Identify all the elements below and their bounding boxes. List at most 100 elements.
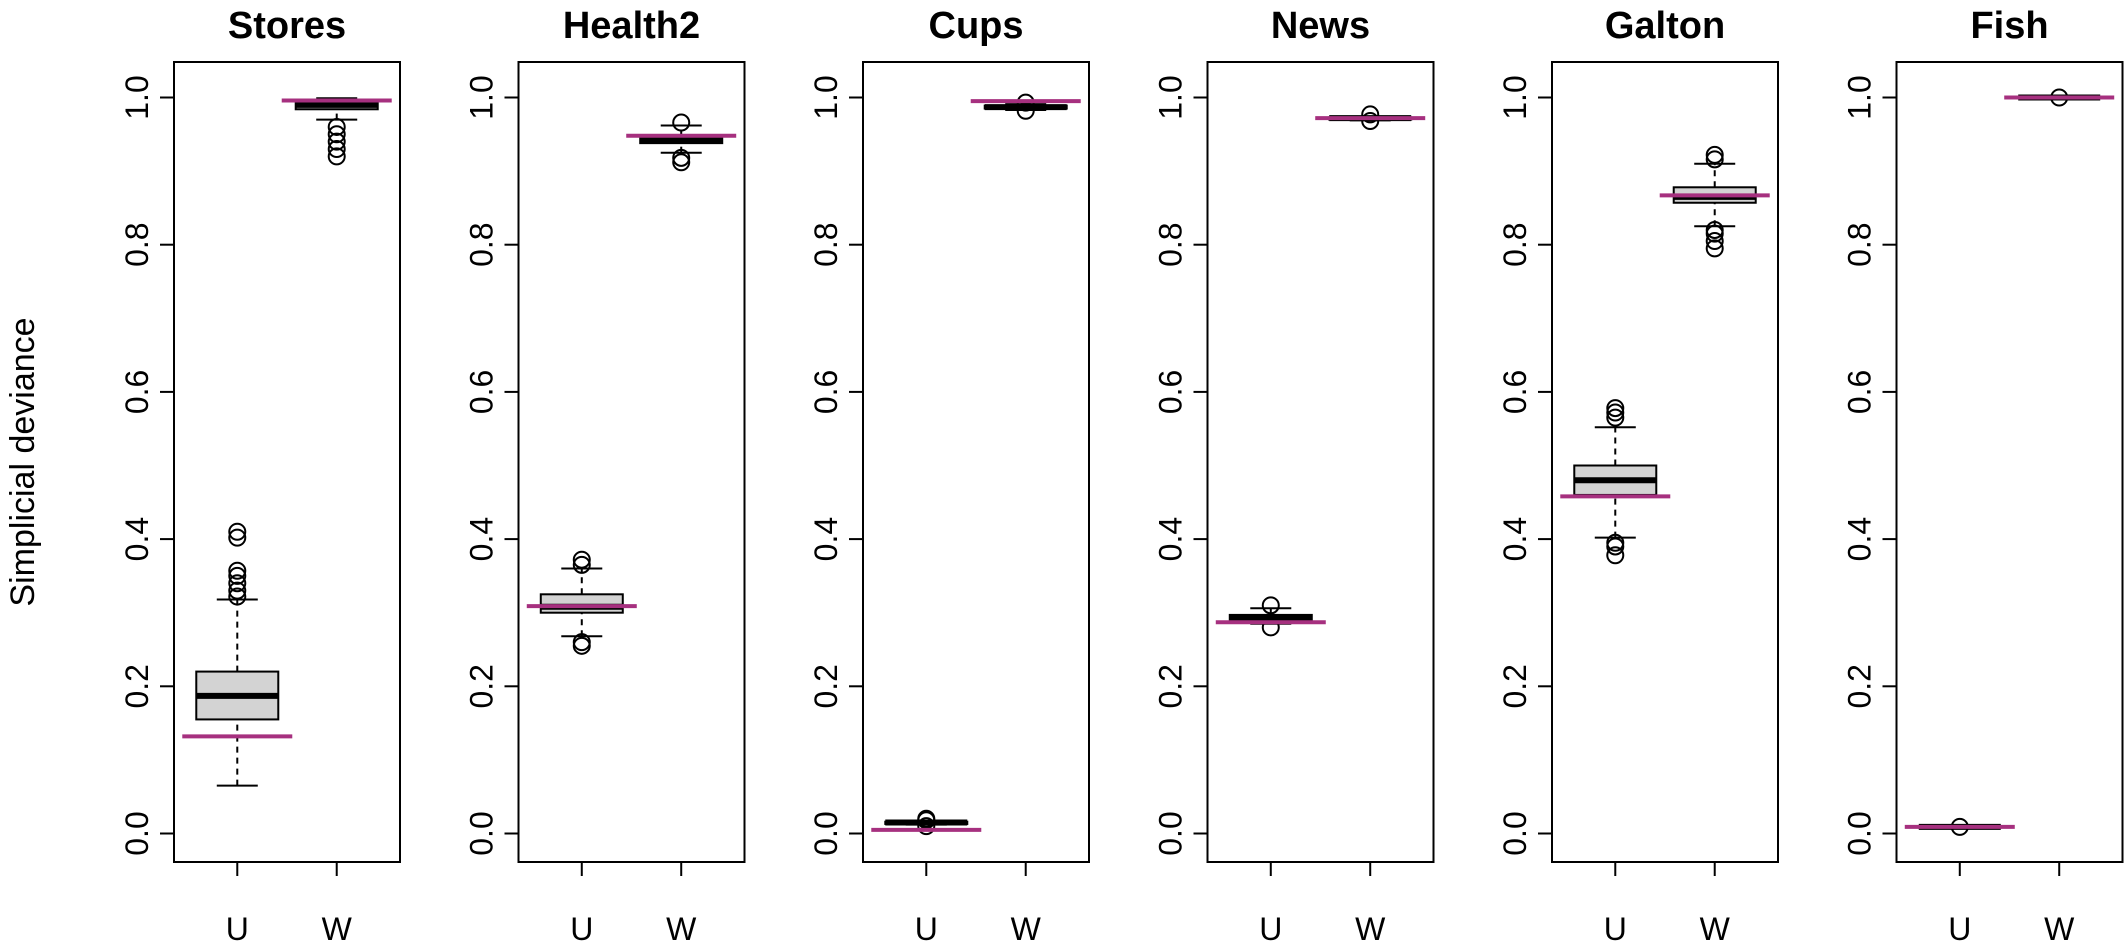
x-category-label: U: [915, 911, 938, 947]
panel-frame: [173, 61, 401, 863]
outlier-point: [327, 125, 346, 144]
panels-group: Stores 0.0 0.2 0.4 0.6 0.8 1.0 U W Health2 0.0 0.2 0…: [119, 5, 2124, 947]
x-category-label: W: [322, 911, 353, 947]
outlier-point: [1705, 220, 1724, 239]
panel-title: Stores: [228, 5, 346, 47]
x-category-label: W: [1355, 911, 1386, 947]
outlier-point: [572, 636, 591, 655]
outlier-point: [1261, 618, 1280, 637]
outlier-point: [228, 581, 247, 600]
y-tick-label: 0.8: [1842, 222, 1878, 266]
y-tick-label: 0.2: [808, 664, 844, 708]
y-tick-label: 0.2: [1153, 664, 1189, 708]
outlier-point: [1705, 145, 1724, 164]
y-tick-label: 1.0: [1153, 75, 1189, 119]
outlier-point: [1606, 546, 1625, 565]
y-tick-label: 0.4: [808, 517, 844, 561]
panel-title: Fish: [1970, 5, 2048, 47]
y-tick-label: 1.0: [464, 75, 500, 119]
y-tick-label: 0.2: [119, 664, 155, 708]
x-category-label: U: [570, 911, 593, 947]
outlier-point: [1261, 596, 1280, 615]
x-category-label: W: [666, 911, 697, 947]
y-tick-label: 0.0: [1153, 811, 1189, 855]
y-axis-label: Simplicial deviance: [4, 317, 42, 606]
outlier-point: [1705, 150, 1724, 169]
y-tick-label: 0.4: [1153, 517, 1189, 561]
box-w: [281, 97, 392, 166]
y-tick-label: 0.0: [1497, 811, 1533, 855]
outlier-point: [327, 147, 346, 166]
panel-stores: Stores 0.0 0.2 0.4 0.6 0.8 1.0 U W: [119, 5, 401, 947]
y-tick-label: 0.8: [464, 222, 500, 266]
box-u: [1215, 596, 1326, 637]
outlier-point: [1606, 408, 1625, 427]
y-tick-label: 0.8: [1497, 222, 1533, 266]
outlier-point: [1606, 403, 1625, 422]
outlier-point: [572, 550, 591, 569]
y-tick-label: 0.0: [1842, 811, 1878, 855]
panel-frame: [862, 61, 1090, 863]
y-tick-label: 0.8: [119, 222, 155, 266]
x-category-label: W: [1011, 911, 1042, 947]
panel-title: Cups: [929, 5, 1024, 47]
panel-galton: Galton 0.0 0.2 0.4 0.6 0.8 1.0 U W: [1497, 5, 1779, 947]
y-tick-label: 1.0: [1842, 75, 1878, 119]
outlier-point: [672, 113, 691, 132]
y-tick-label: 0.4: [119, 517, 155, 561]
box-w: [1659, 145, 1770, 258]
outlier-point: [1606, 399, 1625, 418]
x-category-label: U: [1259, 911, 1282, 947]
y-tick-label: 0.0: [808, 811, 844, 855]
box-w: [970, 93, 1081, 120]
y-tick-label: 0.2: [1842, 664, 1878, 708]
x-category-label: W: [1700, 911, 1731, 947]
panel-title: Health2: [563, 5, 700, 47]
outlier-point: [572, 555, 591, 574]
box-w: [626, 113, 737, 172]
box-u: [526, 550, 637, 655]
panel-title: Galton: [1605, 5, 1725, 47]
panel-frame: [517, 61, 746, 863]
y-tick-label: 0.6: [1153, 370, 1189, 414]
y-tick-label: 0.2: [1497, 664, 1533, 708]
y-tick-label: 0.6: [1842, 370, 1878, 414]
y-tick-label: 1.0: [119, 75, 155, 119]
outlier-point: [228, 574, 247, 593]
y-tick-label: 0.4: [1497, 517, 1533, 561]
outlier-point: [228, 587, 247, 606]
outlier-point: [1705, 239, 1724, 258]
box-w: [2004, 88, 2115, 107]
y-tick-label: 0.0: [464, 811, 500, 855]
panel-title: News: [1271, 5, 1370, 47]
box-u: [1904, 817, 2015, 836]
outlier-point: [228, 566, 247, 585]
y-tick-label: 0.4: [464, 517, 500, 561]
y-tick-label: 0.8: [1153, 222, 1189, 266]
y-tick-label: 0.0: [119, 811, 155, 855]
y-tick-label: 0.6: [119, 370, 155, 414]
y-tick-label: 0.4: [1842, 517, 1878, 561]
panel-news: News 0.0 0.2 0.4 0.6 0.8 1.0 U W: [1153, 5, 1435, 947]
outlier-point: [572, 633, 591, 652]
outlier-point: [672, 153, 691, 172]
y-tick-label: 0.6: [808, 370, 844, 414]
x-category-label: U: [1604, 911, 1627, 947]
y-tick-label: 1.0: [1497, 75, 1533, 119]
outlier-point: [1361, 112, 1380, 131]
x-category-label: U: [1948, 911, 1971, 947]
outlier-point: [917, 809, 936, 828]
y-tick-label: 0.8: [808, 222, 844, 266]
outlier-point: [1361, 105, 1380, 124]
outlier-point: [327, 140, 346, 159]
box-u: [182, 522, 293, 787]
outlier-point: [228, 522, 247, 541]
panel-fish: Fish 0.0 0.2 0.4 0.6 0.8 1.0 U W: [1842, 5, 2124, 947]
panel-cups: Cups 0.0 0.2 0.4 0.6 0.8 1.0 U W: [808, 5, 1090, 947]
outlier-point: [228, 528, 247, 547]
y-tick-label: 1.0: [808, 75, 844, 119]
box-w: [1315, 105, 1426, 131]
x-category-label: W: [2044, 911, 2075, 947]
outlier-point: [1606, 533, 1625, 552]
